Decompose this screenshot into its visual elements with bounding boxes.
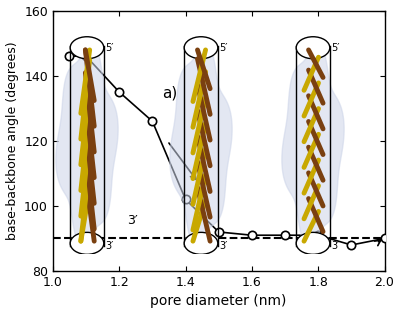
- X-axis label: pore diameter (nm): pore diameter (nm): [150, 295, 287, 308]
- Polygon shape: [170, 43, 232, 246]
- Text: 5′: 5′: [219, 43, 228, 53]
- Text: 5′: 5′: [105, 43, 114, 53]
- Text: 3′: 3′: [105, 241, 114, 251]
- Ellipse shape: [184, 232, 218, 254]
- Ellipse shape: [70, 37, 104, 59]
- Polygon shape: [56, 43, 118, 246]
- Text: 3′: 3′: [219, 241, 228, 251]
- Polygon shape: [282, 43, 344, 246]
- Ellipse shape: [296, 232, 330, 254]
- Text: a): a): [162, 85, 178, 100]
- Ellipse shape: [184, 37, 218, 59]
- Text: 3′: 3′: [331, 241, 340, 251]
- Text: 3′: 3′: [128, 214, 138, 227]
- Text: 5′: 5′: [331, 43, 340, 53]
- Ellipse shape: [70, 232, 104, 254]
- Y-axis label: base-backbone angle (degrees): base-backbone angle (degrees): [6, 41, 18, 240]
- Ellipse shape: [296, 37, 330, 59]
